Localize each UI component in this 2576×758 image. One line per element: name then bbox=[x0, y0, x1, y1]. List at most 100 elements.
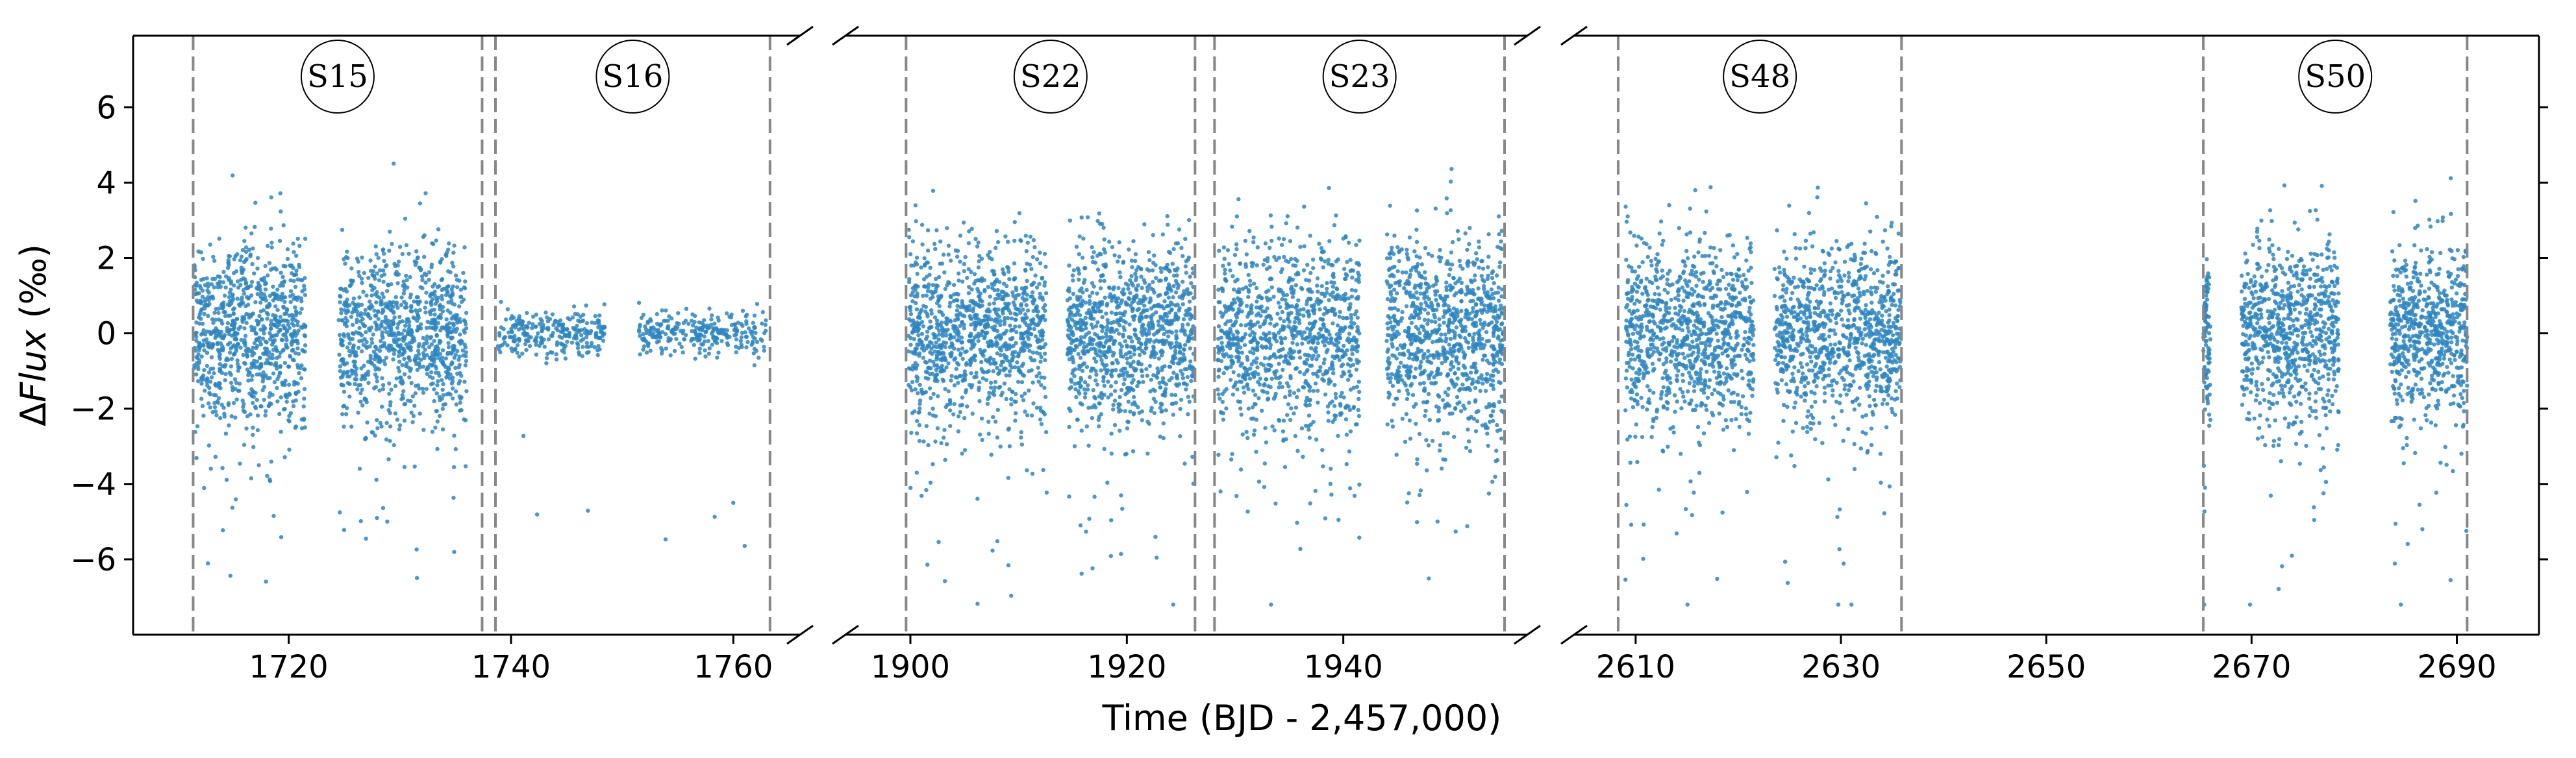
data-point bbox=[1030, 290, 1035, 295]
data-point bbox=[907, 227, 911, 232]
data-point bbox=[1296, 298, 1301, 302]
data-point bbox=[935, 426, 940, 431]
data-point bbox=[1073, 323, 1077, 328]
data-point bbox=[272, 380, 277, 385]
data-point bbox=[361, 289, 366, 294]
data-point bbox=[554, 357, 559, 361]
data-point bbox=[762, 345, 766, 349]
data-point bbox=[1021, 361, 1026, 366]
data-point bbox=[739, 342, 744, 347]
data-point bbox=[389, 328, 394, 332]
data-point bbox=[1084, 530, 1088, 534]
data-point bbox=[1248, 283, 1253, 287]
data-point bbox=[1327, 239, 1332, 243]
data-point bbox=[1182, 367, 1187, 372]
data-point bbox=[1185, 374, 1190, 380]
data-point bbox=[1217, 249, 1221, 253]
data-point bbox=[445, 290, 450, 295]
data-point bbox=[498, 350, 503, 354]
data-point bbox=[1188, 359, 1193, 364]
data-point bbox=[353, 382, 357, 386]
data-point bbox=[990, 286, 995, 291]
data-point bbox=[1177, 227, 1182, 232]
data-point bbox=[1038, 261, 1043, 265]
data-point bbox=[934, 367, 939, 373]
data-point bbox=[267, 395, 271, 399]
data-point bbox=[360, 387, 364, 392]
data-point bbox=[195, 291, 200, 296]
data-point bbox=[1295, 520, 1299, 525]
data-point bbox=[1152, 253, 1157, 258]
data-point bbox=[955, 291, 959, 296]
data-point bbox=[1043, 308, 1047, 313]
data-point bbox=[960, 279, 965, 284]
data-point bbox=[987, 357, 992, 361]
data-point bbox=[925, 289, 931, 293]
data-point bbox=[693, 356, 697, 361]
data-point bbox=[275, 293, 279, 297]
data-point bbox=[664, 308, 668, 313]
data-point bbox=[451, 386, 455, 391]
data-point bbox=[376, 359, 381, 364]
data-point bbox=[275, 399, 280, 404]
data-point bbox=[1027, 323, 1032, 328]
data-point bbox=[441, 393, 445, 398]
data-point bbox=[947, 304, 952, 309]
data-point bbox=[410, 309, 414, 313]
data-point bbox=[397, 350, 401, 354]
data-point bbox=[1084, 424, 1090, 429]
data-point bbox=[269, 240, 274, 245]
data-point bbox=[392, 262, 397, 266]
data-point bbox=[457, 363, 462, 367]
data-point bbox=[296, 389, 301, 394]
data-point bbox=[1188, 346, 1193, 350]
data-point bbox=[908, 293, 914, 298]
data-point bbox=[1040, 276, 1044, 281]
data-point bbox=[1301, 268, 1307, 273]
data-point bbox=[351, 306, 356, 312]
data-point bbox=[976, 240, 981, 245]
data-point bbox=[1118, 270, 1122, 275]
data-point bbox=[682, 337, 687, 342]
data-point bbox=[1301, 454, 1305, 459]
data-point bbox=[934, 353, 939, 358]
data-point bbox=[262, 331, 266, 336]
data-point bbox=[362, 323, 366, 328]
data-point bbox=[994, 277, 999, 282]
data-point bbox=[1163, 387, 1168, 391]
data-point bbox=[199, 382, 204, 386]
data-point bbox=[1004, 397, 1008, 402]
data-point bbox=[960, 313, 965, 318]
data-point bbox=[384, 289, 390, 293]
data-point bbox=[1264, 377, 1269, 382]
data-point bbox=[1005, 284, 1009, 289]
data-point bbox=[269, 326, 273, 331]
data-point bbox=[267, 350, 271, 354]
data-point bbox=[958, 351, 963, 356]
data-point bbox=[946, 361, 951, 366]
data-point bbox=[1181, 323, 1185, 327]
data-point bbox=[1154, 310, 1158, 315]
data-point bbox=[451, 396, 455, 401]
data-point bbox=[208, 467, 213, 471]
data-point bbox=[919, 387, 924, 392]
data-point bbox=[202, 312, 206, 316]
data-point bbox=[1082, 361, 1087, 365]
data-point bbox=[744, 319, 749, 324]
data-point bbox=[394, 300, 399, 305]
data-point bbox=[574, 336, 579, 341]
data-point bbox=[1003, 366, 1008, 371]
data-point bbox=[936, 275, 942, 280]
data-point bbox=[1252, 428, 1257, 433]
data-point bbox=[923, 376, 928, 380]
data-point bbox=[235, 361, 240, 366]
data-point bbox=[432, 398, 436, 404]
data-point bbox=[438, 302, 443, 308]
data-point bbox=[540, 328, 544, 334]
data-point bbox=[405, 285, 410, 290]
data-point bbox=[356, 345, 361, 350]
data-point bbox=[1352, 493, 1357, 498]
data-point bbox=[1066, 323, 1071, 328]
data-point bbox=[920, 242, 925, 247]
data-point bbox=[1010, 358, 1015, 363]
